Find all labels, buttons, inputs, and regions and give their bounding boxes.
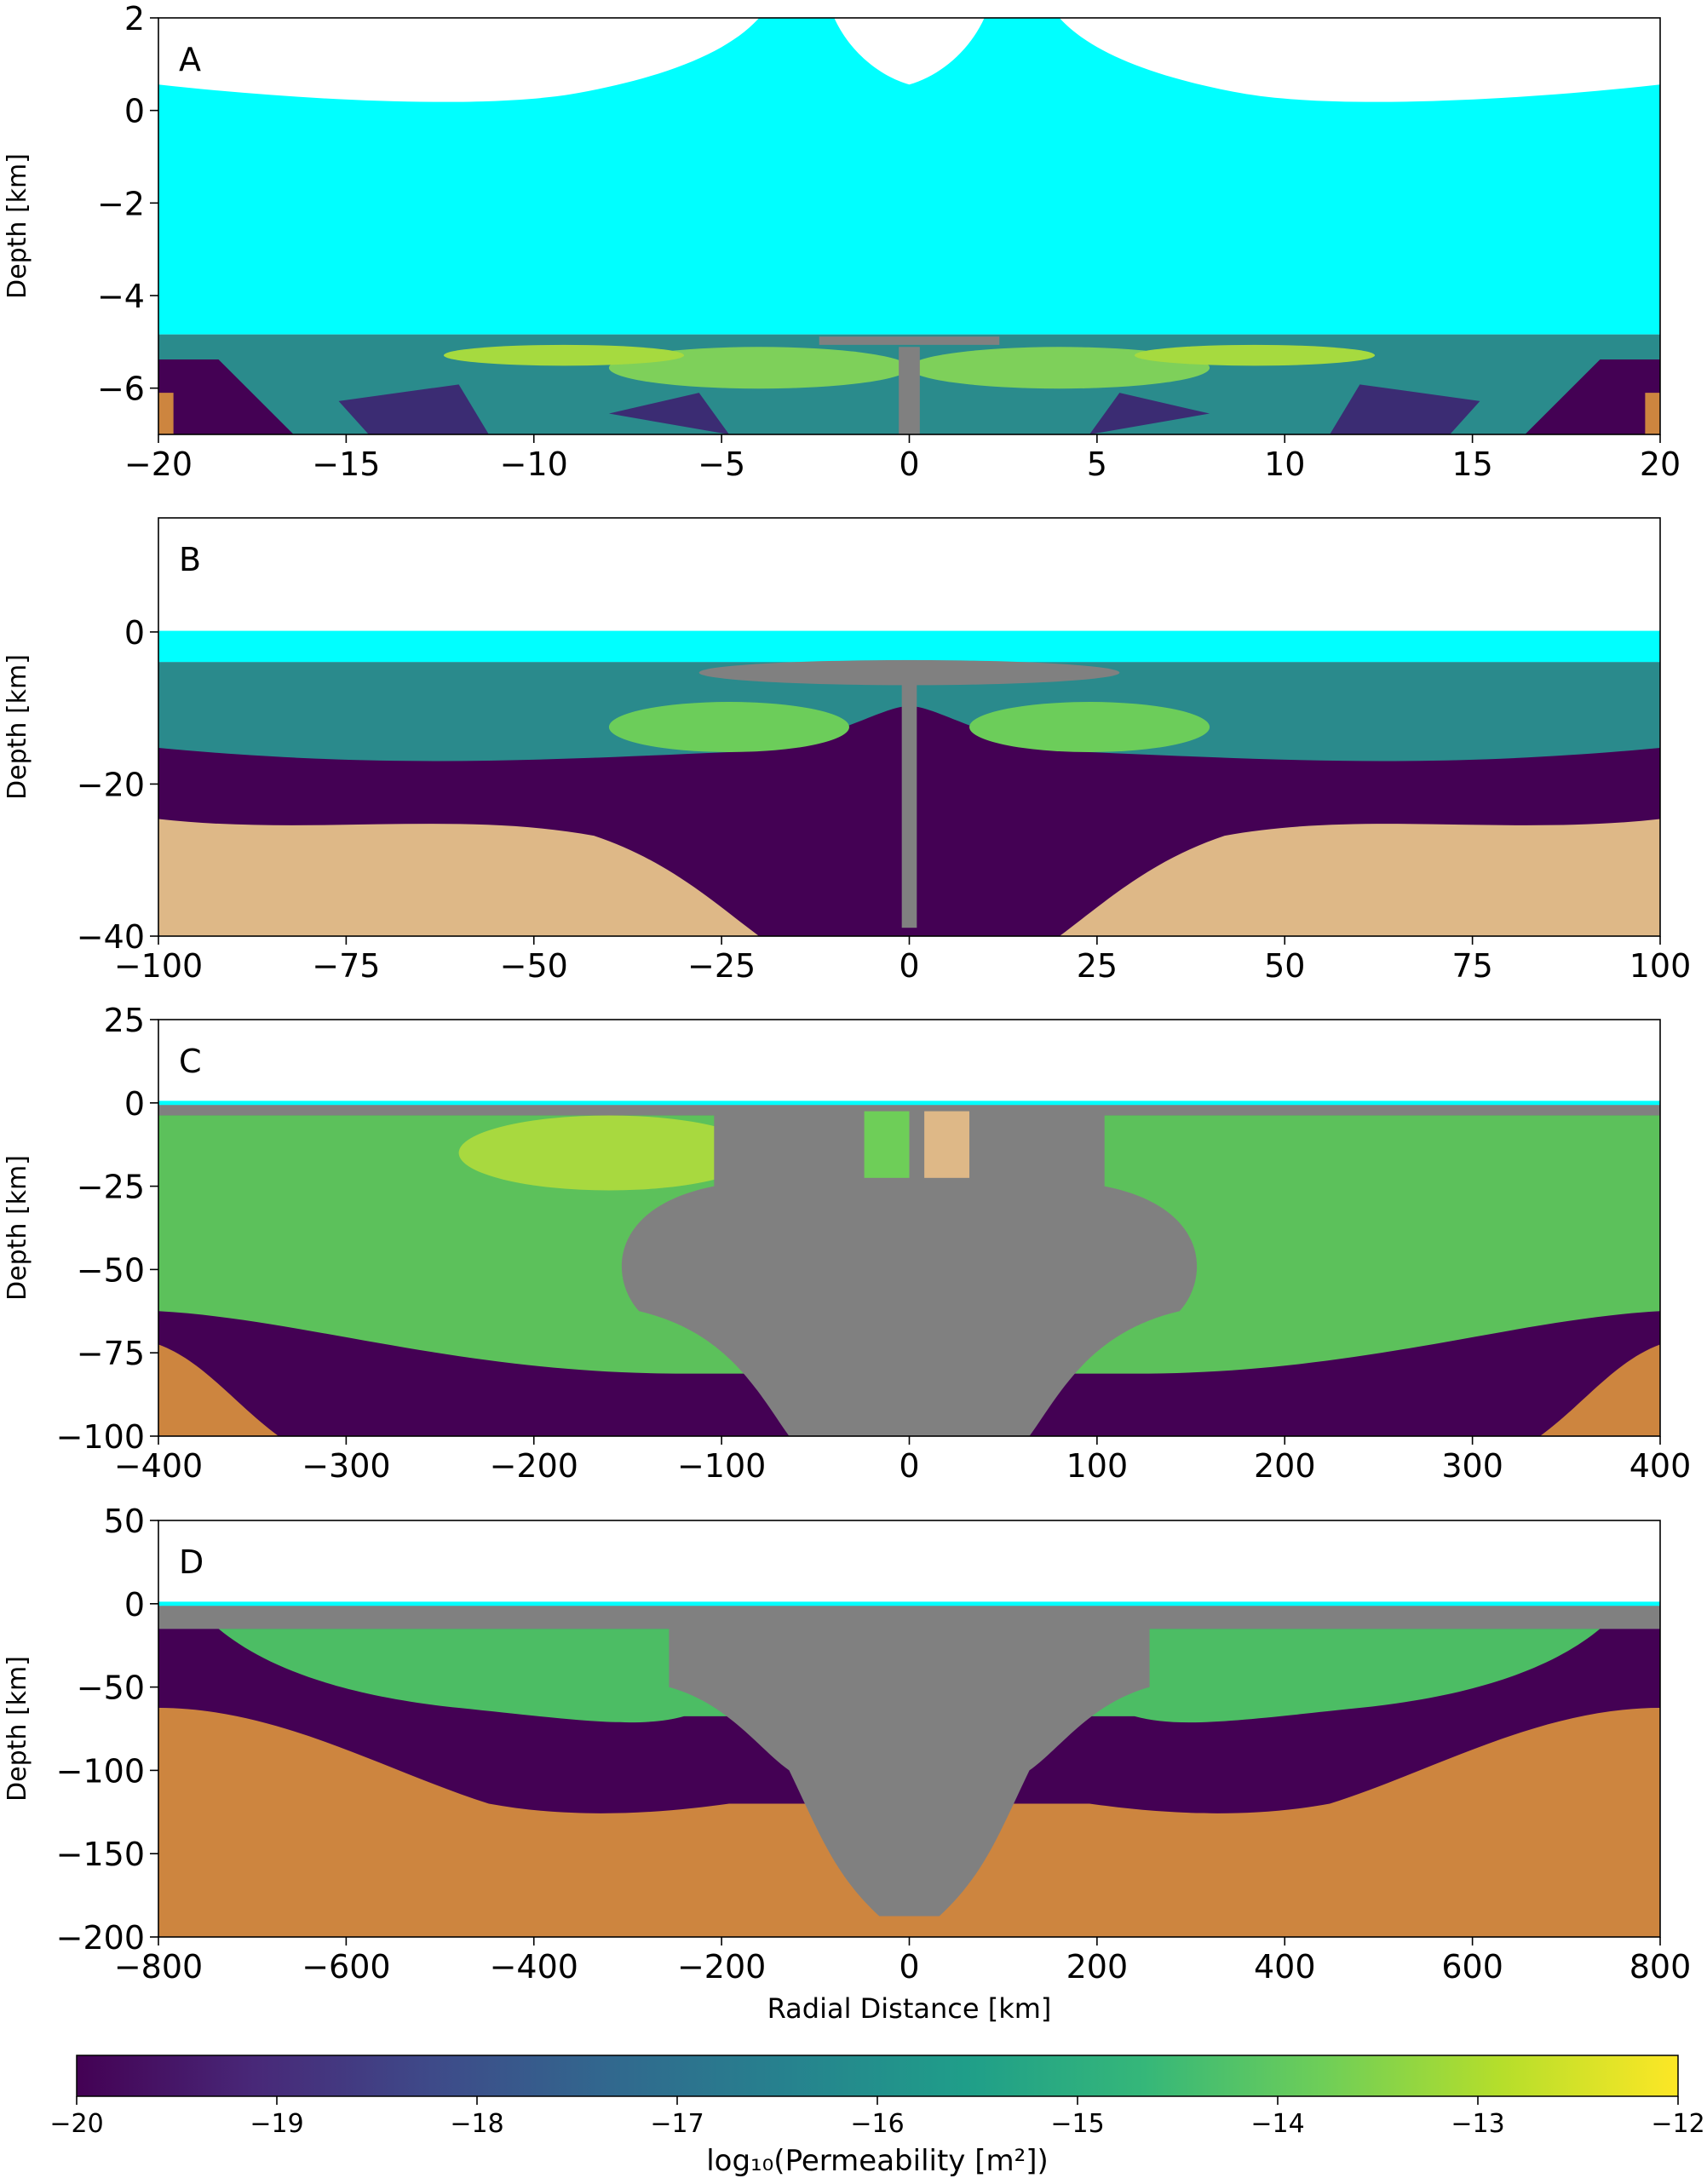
x-tick-label: 50 — [1264, 947, 1305, 985]
y-tick-label: 25 — [104, 1002, 145, 1039]
x-tick-label: 100 — [1629, 947, 1692, 985]
field-a — [158, 18, 1660, 434]
colorbar-tick-label: −14 — [1250, 2109, 1304, 2139]
x-tick-label: 300 — [1441, 1447, 1503, 1485]
colorbar-label: log₁₀(Permeability [m²]) — [706, 2144, 1049, 2178]
x-tick-label: −20 — [124, 445, 193, 483]
x-tick-label: −25 — [687, 947, 756, 985]
x-tick-label: −400 — [114, 1447, 203, 1485]
colorbar-tick-label: −19 — [250, 2109, 303, 2139]
field-d — [158, 1520, 1660, 1937]
y-tick-label: −2 — [97, 185, 145, 222]
y-tick-label: −50 — [77, 1670, 145, 1707]
x-tick-label: −10 — [500, 445, 568, 483]
x-tick-label: −100 — [677, 1447, 766, 1485]
x-tick-label: −600 — [302, 1948, 390, 1986]
x-tick-label: 25 — [1077, 947, 1118, 985]
x-tick-label: 15 — [1451, 445, 1492, 483]
x-tick-label: −5 — [698, 445, 745, 483]
y-tick-label: 2 — [124, 0, 145, 37]
y-tick-label: −100 — [56, 1752, 145, 1790]
y-tick-label: 0 — [124, 93, 145, 130]
y-tick-label: −40 — [77, 918, 145, 956]
panel-label: A — [179, 41, 201, 78]
x-tick-label: 20 — [1640, 445, 1681, 483]
colorbar-tick-label: −12 — [1651, 2109, 1704, 2139]
x-tick-label: 0 — [899, 445, 919, 483]
x-tick-label: −200 — [677, 1948, 766, 1986]
x-tick-label: −75 — [312, 947, 380, 985]
x-tick-label: 400 — [1254, 1948, 1316, 1986]
colorbar-tick-label: −20 — [49, 2109, 103, 2139]
colorbar-tick-label: −15 — [1050, 2109, 1104, 2139]
field-c — [158, 1020, 1660, 1436]
y-tick-label: −20 — [77, 766, 145, 803]
colorbar-tick-label: −18 — [450, 2109, 503, 2139]
x-tick-label: 5 — [1087, 445, 1107, 483]
x-tick-label: 0 — [899, 1948, 919, 1986]
y-tick-label: −100 — [56, 1418, 145, 1456]
colorbar-tick-label: −13 — [1451, 2109, 1504, 2139]
panel-label: B — [179, 541, 201, 578]
x-tick-label: −50 — [500, 947, 568, 985]
y-axis-label: Depth [km] — [3, 1656, 32, 1802]
y-tick-label: −150 — [56, 1836, 145, 1873]
y-tick-label: −50 — [77, 1251, 145, 1289]
colorbar-tick-label: −17 — [650, 2109, 704, 2139]
x-tick-label: 0 — [899, 1447, 919, 1485]
x-tick-label: 100 — [1066, 1447, 1129, 1485]
y-tick-label: 0 — [124, 1085, 145, 1123]
y-tick-label: −4 — [97, 278, 145, 315]
x-tick-label: −300 — [302, 1447, 390, 1485]
x-tick-label: −800 — [114, 1948, 203, 1986]
x-tick-label: 0 — [899, 947, 919, 985]
x-tick-label: 200 — [1254, 1447, 1316, 1485]
x-axis-label: Radial Distance [km] — [767, 1992, 1052, 2025]
y-tick-label: −75 — [77, 1335, 145, 1372]
x-tick-label: −400 — [490, 1948, 578, 1986]
y-tick-label: 0 — [124, 1586, 145, 1624]
x-tick-label: −200 — [490, 1447, 578, 1485]
y-axis-label: Depth [km] — [3, 1155, 32, 1301]
y-axis-label: Depth [km] — [3, 153, 32, 299]
panel-label: C — [179, 1043, 202, 1080]
x-tick-label: 600 — [1441, 1948, 1503, 1986]
colorbar — [76, 2055, 1679, 2097]
x-tick-label: 800 — [1629, 1948, 1692, 1986]
y-tick-label: 50 — [104, 1503, 145, 1540]
x-tick-label: 400 — [1629, 1447, 1692, 1485]
x-tick-label: 200 — [1066, 1948, 1129, 1986]
panel-label: D — [179, 1543, 204, 1581]
y-tick-label: −6 — [97, 371, 145, 408]
y-tick-label: −200 — [56, 1919, 145, 1957]
y-tick-label: 0 — [124, 614, 145, 652]
y-axis-label: Depth [km] — [3, 654, 32, 800]
x-tick-label: −100 — [114, 947, 203, 985]
y-tick-label: −25 — [77, 1169, 145, 1206]
colorbar-tick-label: −16 — [850, 2109, 904, 2139]
field-b — [158, 518, 1660, 936]
x-tick-label: −15 — [312, 445, 380, 483]
x-tick-label: 75 — [1451, 947, 1492, 985]
x-tick-label: 10 — [1264, 445, 1305, 483]
